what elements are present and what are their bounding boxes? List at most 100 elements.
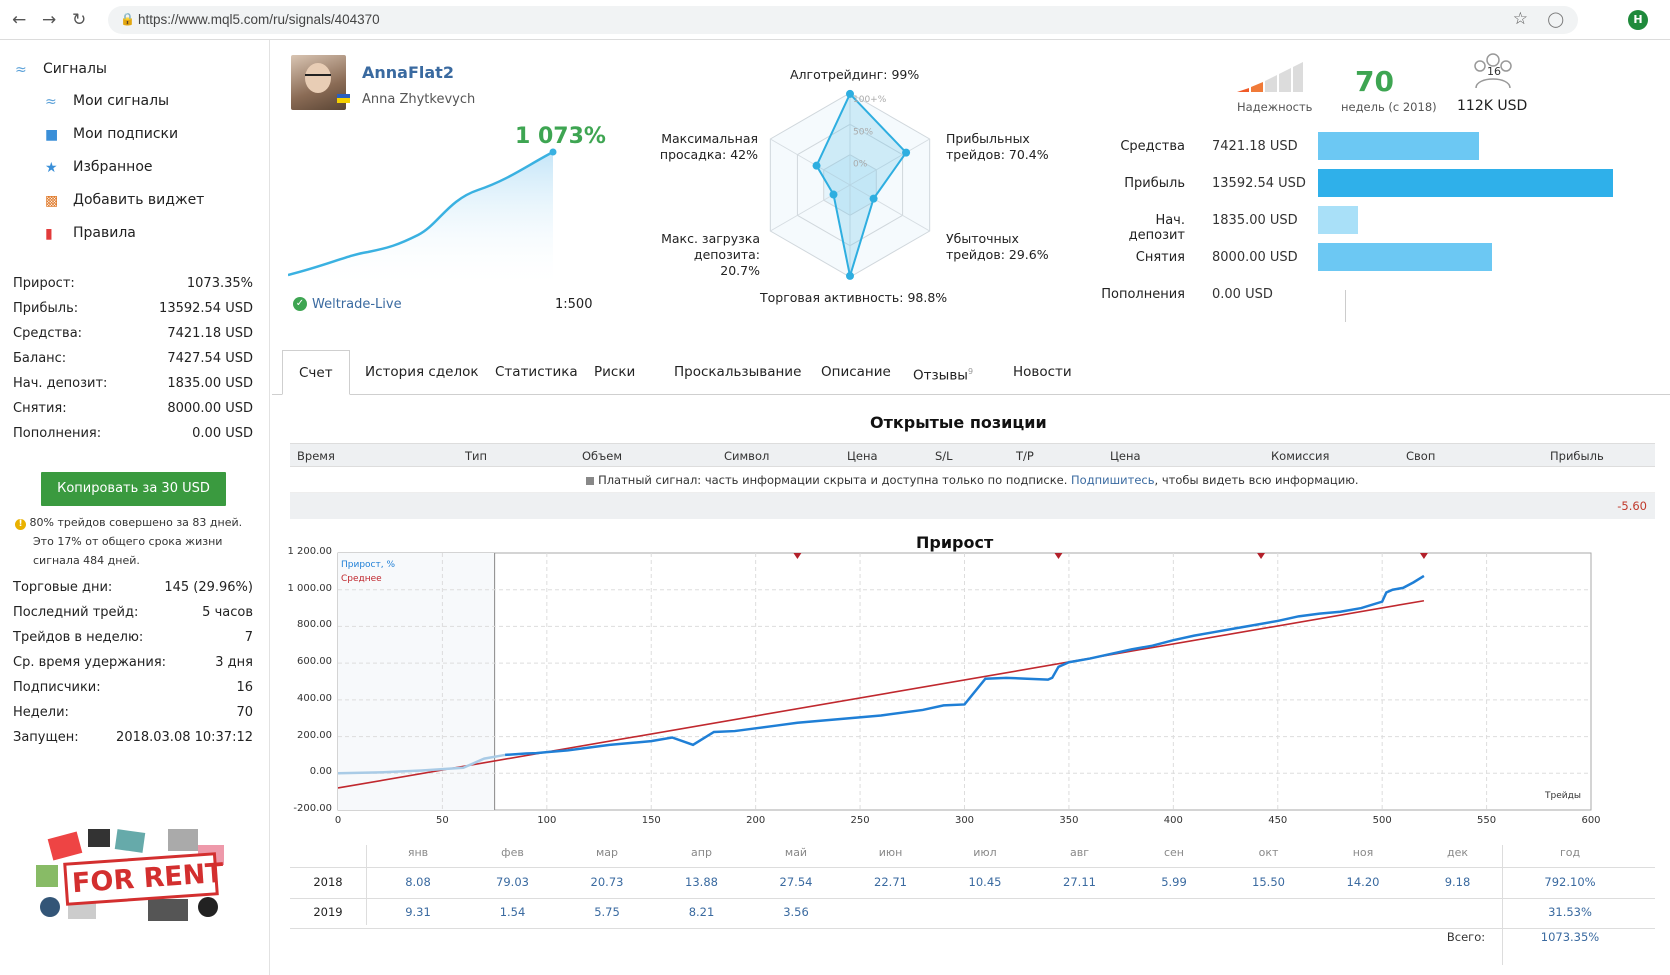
trader-avatar[interactable] [291, 55, 346, 110]
divider [290, 867, 1655, 868]
y-tick-label: 400.00 [297, 692, 332, 704]
trade-marker [1419, 553, 1428, 559]
stat2-row: Недели: 70 [13, 705, 253, 720]
radar-chart: 100+% 50% 0% [769, 89, 931, 280]
shield-icon[interactable]: ◯ [1547, 10, 1564, 28]
month-value[interactable]: 9.31 [405, 905, 431, 919]
stat-row: Прирост: 1073.35% [13, 276, 253, 291]
broker-link[interactable]: Weltrade-Live [312, 297, 402, 312]
month-header: ноя [1352, 846, 1374, 859]
bar-label: Средства [1120, 139, 1185, 154]
year-label: 2018 [313, 875, 343, 889]
month-value[interactable]: 27.54 [779, 875, 813, 889]
tab-4[interactable]: Проскальзывание [674, 364, 802, 380]
forward-icon[interactable]: → [42, 10, 57, 30]
tab-bar: Счет История сделок Статистика Риски Про… [272, 350, 1670, 395]
month-value[interactable]: 5.75 [594, 905, 620, 919]
lock-icon: 🔒 [120, 12, 135, 26]
month-value[interactable]: 9.18 [1444, 875, 1471, 889]
subscribers-icon [1474, 53, 1512, 89]
back-icon[interactable]: ← [12, 10, 27, 30]
month-header: апр [691, 846, 712, 859]
month-value[interactable]: 5.99 [1161, 875, 1187, 889]
month-header: дек [1446, 846, 1469, 859]
radar-axis [770, 138, 851, 186]
positions-col: S/L [935, 449, 953, 463]
month-value[interactable]: 13.88 [685, 875, 718, 889]
year-label: 2019 [313, 905, 343, 919]
month-value[interactable]: 8.21 [688, 905, 715, 919]
radar-axis [849, 138, 930, 186]
x-tick-label: 200 [746, 815, 766, 826]
bar-label: Прибыль [1124, 176, 1185, 191]
tab-6[interactable]: Отзывы9 [913, 367, 974, 384]
leverage: 1:500 [555, 297, 593, 312]
month-header: авг [1069, 846, 1089, 859]
divider [1502, 845, 1503, 965]
bar-2 [1318, 206, 1358, 234]
trader-name[interactable]: AnnaFlat2 [362, 63, 454, 82]
bar-value: 8000.00 USD [1212, 250, 1298, 265]
sidebar-item-2[interactable]: ★ Избранное [45, 159, 153, 176]
bar-value: 1835.00 USD [1212, 213, 1298, 228]
y-tick-label: 1 000.00 [287, 582, 332, 594]
bar-label: Снятия [1135, 250, 1185, 265]
divider [290, 898, 1655, 899]
positions-col: Тип [465, 449, 488, 463]
tab-1[interactable]: История сделок [365, 364, 479, 380]
url-text[interactable]: https://www.mql5.com/ru/signals/404370 [138, 12, 380, 27]
bookmark-star-icon[interactable]: ☆ [1512, 9, 1528, 29]
month-value[interactable]: 22.71 [874, 875, 907, 889]
positions-col: Объем [582, 449, 623, 463]
trade-note: ! 80% трейдов совершено за 83 дней. Это … [15, 513, 242, 570]
positions-col: T/P [1016, 449, 1034, 463]
month-value[interactable]: 20.73 [590, 875, 624, 889]
profile-avatar[interactable]: H [1628, 10, 1648, 30]
y-tick-label: 600.00 [297, 656, 332, 668]
copy-button[interactable]: Копировать за 30 USD [41, 472, 226, 506]
month-value[interactable]: 79.03 [496, 875, 529, 889]
month-value[interactable]: 14.20 [1346, 875, 1380, 889]
bar-label: Пополнения [1101, 287, 1185, 302]
sidebar-item-1[interactable]: ■ Мои подписки [45, 126, 179, 143]
month-value[interactable]: 15.50 [1252, 875, 1285, 889]
trade-marker [1054, 553, 1063, 559]
address-bar[interactable]: 🔒 https://www.mql5.com/ru/signals/404370… [108, 6, 1578, 34]
radar-ring-label: 100+% [853, 95, 887, 105]
x-tick-label: 450 [1268, 815, 1288, 826]
month-value[interactable]: 3.56 [783, 905, 809, 919]
stat-row: Нач. депозит: 1835.00 USD [13, 376, 253, 391]
tab-7[interactable]: Новости [1013, 364, 1072, 380]
signal-icon: ≈ [15, 62, 27, 78]
radar-ring-label: 50% [853, 127, 873, 137]
weeks-label: недель (с 2018) [1341, 100, 1437, 114]
x-axis-label: Трейды [1545, 791, 1581, 801]
subscribers-count: 16 [1487, 65, 1501, 78]
month-value[interactable]: 27.11 [1063, 875, 1096, 889]
positions-header: Время Тип Объем Символ Цена S/L T/P Цена Комисси… [290, 443, 1655, 467]
month-value[interactable]: 10.45 [968, 875, 1002, 889]
radar-ring-label: 0% [853, 160, 868, 170]
x-tick-label: 250 [850, 815, 870, 826]
browser-toolbar: ← → ↻ 🔒 https://www.mql5.com/ru/signals/… [0, 0, 1670, 40]
subscribe-link[interactable]: Подпишитесь [1071, 473, 1155, 487]
positions-col: Время [297, 449, 335, 463]
reload-icon[interactable]: ↻ [72, 10, 87, 30]
sidebar-item-0[interactable]: ≈ Мои сигналы [45, 93, 170, 110]
sidebar-item-4[interactable]: ▮ Правила [45, 225, 136, 242]
month-value[interactable]: 1.54 [499, 905, 526, 919]
tab-5[interactable]: Описание [821, 364, 891, 380]
month-value[interactable]: 8.08 [405, 875, 431, 889]
warning-icon: ! [15, 519, 26, 530]
sidebar-title[interactable]: ≈ Сигналы [15, 61, 107, 78]
sidebar-item-3[interactable]: ▩ Добавить виджет [45, 192, 205, 209]
stat2-row: Трейдов в неделю: 7 [13, 630, 253, 645]
mini-growth-chart [288, 148, 557, 290]
month-header: май [784, 846, 808, 859]
tab-3[interactable]: Риски [594, 364, 636, 380]
tab-2[interactable]: Статистика [495, 364, 578, 380]
radar-point [846, 89, 854, 98]
sidebar [0, 40, 270, 975]
positions-col: Прибыль [1550, 449, 1604, 463]
tab-0[interactable]: Счет [282, 350, 350, 395]
